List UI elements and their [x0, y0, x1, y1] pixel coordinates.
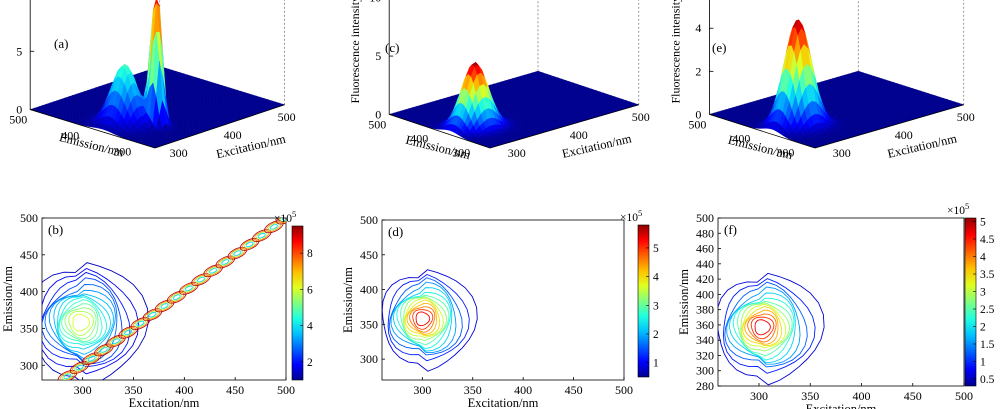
z-axis-title: Fluorescence intensity/a.u. — [668, 0, 682, 104]
panel-label: (c) — [385, 40, 399, 55]
z-tick-label: 4 — [695, 21, 701, 35]
surface-plot-a: 0510300400500300400500Excitation/nmEmiss… — [0, 0, 296, 161]
x-tick-label: 300 — [833, 146, 851, 160]
z-tick-label: 0 — [16, 103, 22, 117]
x-tick-label: 400 — [895, 128, 913, 142]
z-tick-label: 5 — [375, 49, 381, 63]
x-tick-label: 400 — [570, 128, 588, 142]
y-tick-label: 500 — [368, 117, 386, 131]
panel-label: (a) — [54, 36, 68, 51]
x-tick-label: 300 — [74, 383, 92, 397]
y-tick-label: 500 — [9, 113, 27, 127]
surface-plot-c: 0510300400500300400500Excitation/nmEmiss… — [348, 0, 650, 162]
y-axis-title: Emission/nm — [727, 133, 795, 163]
z-axis-title: Fluorescence intensity/a.u. — [0, 0, 3, 99]
x-tick-label: 500 — [632, 110, 650, 124]
y-tick-label: 500 — [688, 117, 706, 131]
y-axis — [30, 109, 156, 149]
z-axis-title: Fluorescence intensity/a.u. — [348, 0, 362, 104]
x-tick-label: 400 — [224, 128, 242, 142]
y-tick-label: 300 — [113, 145, 131, 159]
x-tick-label: 300 — [508, 146, 526, 160]
panel-label: (e) — [712, 40, 726, 55]
y-tick-label: 400 — [61, 129, 79, 143]
x-axis — [154, 104, 285, 149]
x-tick-label: 500 — [278, 110, 296, 124]
contour-plot-b: 300 350 400 450 500300350400450500Excitation… — [1, 209, 313, 409]
z-tick-label: 2 — [695, 64, 701, 78]
z-tick-label: 5 — [16, 44, 22, 58]
x-tick-label: 500 — [957, 110, 975, 124]
z-tick-label: 10 — [369, 0, 381, 5]
x-tick-label: 300 — [170, 146, 188, 160]
surface-plot-e: 0246300400500300400500Excitation/nmEmiss… — [668, 0, 975, 163]
